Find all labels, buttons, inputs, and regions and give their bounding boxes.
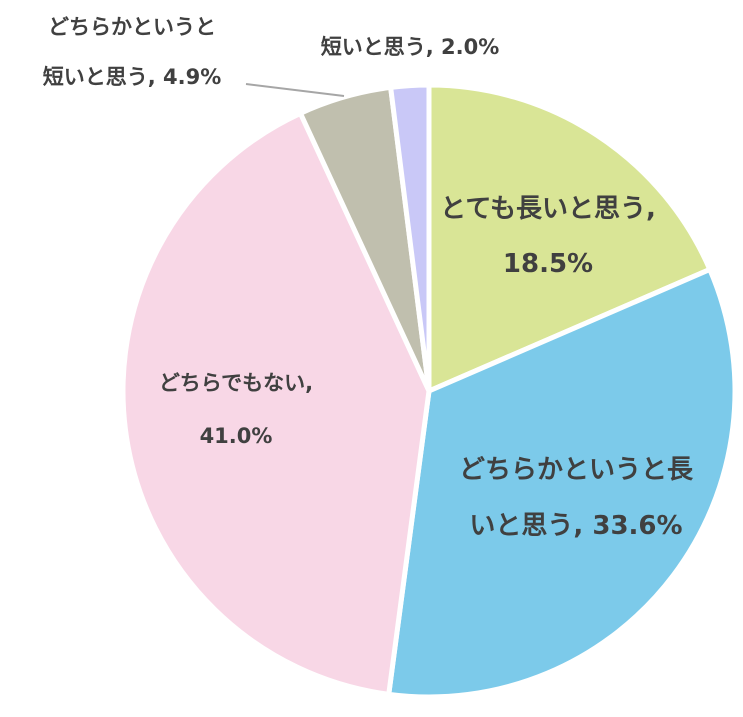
slice-label-short: 短いと思う, 2.0% xyxy=(321,35,500,59)
slice-somewhat-long xyxy=(386,266,738,700)
slice-neutral xyxy=(120,110,432,697)
slice-label-very-long-value: 18.5% xyxy=(503,249,593,279)
slice-short xyxy=(388,82,432,394)
slice-label-somewhat-long-name: どちらかというと長 xyxy=(459,455,694,485)
pie-slices xyxy=(120,82,738,700)
leader-line-short-4-9 xyxy=(245,83,345,97)
slice-label-neutral-name: どちらでもない, xyxy=(159,371,313,395)
slice-label-somewhat-short-name: どちらかというと xyxy=(48,15,216,39)
slice-very-long xyxy=(426,82,713,394)
slice-label-somewhat-short-value: 短いと思う, 4.9% xyxy=(43,65,222,89)
slice-label-neutral-value: 41.0% xyxy=(200,424,273,448)
slice-label-somewhat-long-value: いと思う, 33.6% xyxy=(469,511,682,541)
slice-label-very-long-name: とても長いと思う, xyxy=(440,194,656,224)
slice-labels: とても長いと思う, 18.5% どちらかというと長 いと思う, 33.6% どち… xyxy=(43,15,694,541)
